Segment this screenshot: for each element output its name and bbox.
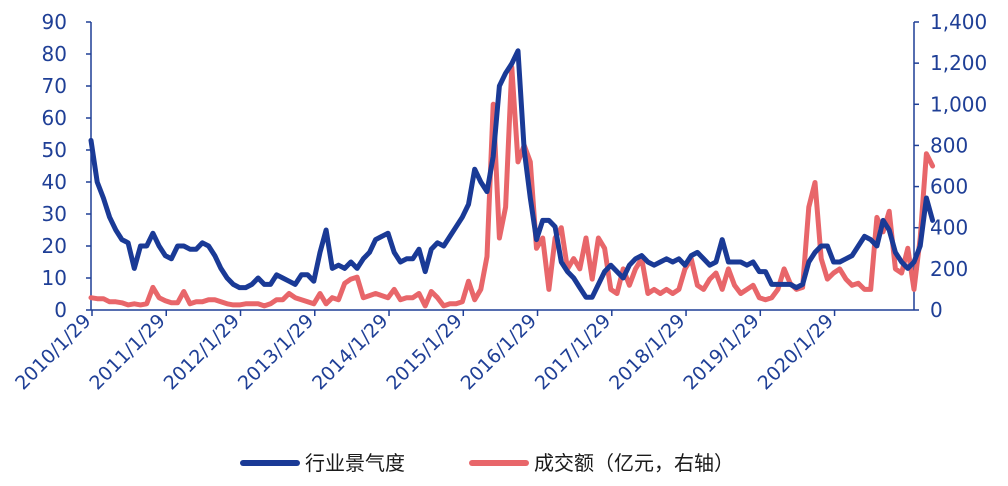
left-tick-label: 0 <box>54 298 67 322</box>
legend: 行业景气度 成交额（亿元，右轴） <box>240 451 734 475</box>
left-tick-label: 30 <box>42 202 67 226</box>
x-tick-label: 2017/1/29 <box>531 310 615 394</box>
x-tick-label: 2019/1/29 <box>679 310 763 394</box>
x-tick-label: 2020/1/29 <box>754 310 838 394</box>
right-tick-label: 1,200 <box>930 51 987 75</box>
left-tick-label: 20 <box>42 234 67 258</box>
x-tick-label: 2018/1/29 <box>605 310 689 394</box>
right-tick-label: 0 <box>930 298 943 322</box>
right-tick-label: 200 <box>930 257 968 281</box>
right-tick-label: 600 <box>930 175 968 199</box>
plot-area <box>90 22 915 311</box>
right-tick-label: 1,000 <box>930 92 987 116</box>
left-axis-ticks: 0 10 20 30 40 50 60 70 80 90 <box>42 10 91 322</box>
x-tick-label: 2013/1/29 <box>234 310 318 394</box>
x-tick-label: 2016/1/29 <box>457 310 541 394</box>
left-tick-label: 80 <box>42 42 67 66</box>
x-tick-label: 2011/1/29 <box>85 310 169 394</box>
left-tick-label: 70 <box>42 74 67 98</box>
x-tick-label: 2010/1/29 <box>11 310 95 394</box>
left-tick-label: 10 <box>42 266 67 290</box>
x-tick-label: 2012/1/29 <box>160 310 244 394</box>
x-tick-label: 2015/1/29 <box>382 310 466 394</box>
left-tick-label: 60 <box>42 106 67 130</box>
legend-label-turnover: 成交额（亿元，右轴） <box>534 451 734 475</box>
x-axis-ticks: 2010/1/292011/1/292012/1/292013/1/292014… <box>11 310 838 394</box>
right-tick-label: 400 <box>930 216 968 240</box>
left-tick-label: 90 <box>42 10 67 34</box>
x-tick-label: 2014/1/29 <box>308 310 392 394</box>
series-line-industry-sentiment <box>88 48 936 300</box>
legend-label-industry-sentiment: 行业景气度 <box>305 451 405 475</box>
left-tick-label: 50 <box>42 138 67 162</box>
left-tick-label: 40 <box>42 170 67 194</box>
right-axis-ticks: 0 200 400 600 800 1,000 1,200 1,400 <box>914 10 987 322</box>
right-tick-label: 1,400 <box>930 10 987 34</box>
right-tick-label: 800 <box>930 133 968 157</box>
series-lines <box>88 48 936 309</box>
